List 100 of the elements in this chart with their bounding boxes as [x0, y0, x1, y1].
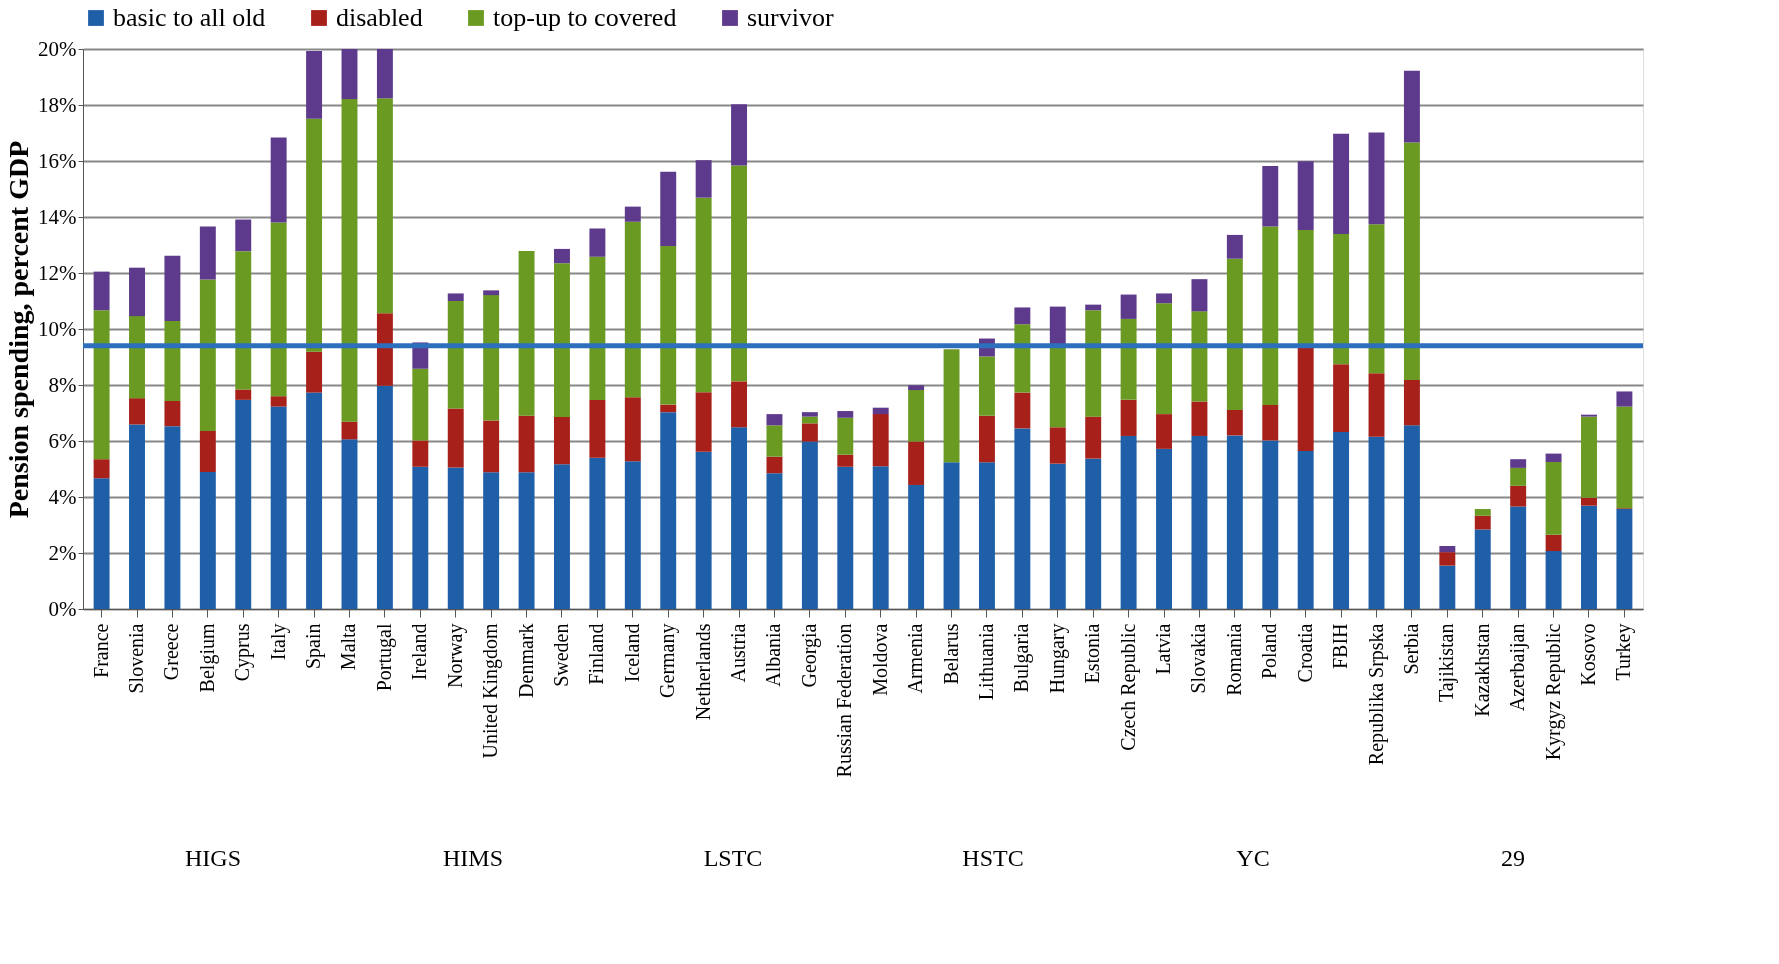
- bar: [93, 478, 110, 609]
- bar: [978, 415, 995, 463]
- bar: [235, 251, 252, 390]
- bar: [624, 206, 641, 222]
- bar: [837, 466, 854, 609]
- bar: [235, 219, 252, 252]
- bar: [376, 98, 393, 314]
- bar: [341, 439, 358, 609]
- bar: [1403, 425, 1420, 609]
- bar: [801, 412, 818, 417]
- bar: [1226, 435, 1243, 609]
- bar: [1120, 294, 1137, 319]
- bar: [483, 420, 500, 473]
- bar: [1439, 546, 1456, 553]
- bar: [1262, 166, 1279, 227]
- bar: [1262, 226, 1279, 405]
- bar: [412, 466, 429, 609]
- x-tick-label: Spain: [302, 623, 326, 670]
- bar: [376, 49, 393, 99]
- x-tick-label: Lithuania: [974, 623, 997, 701]
- bar: [908, 484, 925, 609]
- bar: [199, 279, 216, 431]
- x-tick-label: Sweden: [549, 623, 572, 687]
- bar: [1156, 303, 1172, 415]
- bar: [270, 222, 287, 397]
- x-tick-label: Tajikistan: [1435, 623, 1459, 703]
- x-tick-label: Azerbaijan: [1506, 623, 1530, 712]
- bar: [1085, 304, 1102, 311]
- x-tick-label: Poland: [1258, 623, 1281, 680]
- x-tick-label: Czech Republic: [1116, 623, 1140, 751]
- bar: [518, 250, 535, 416]
- bar: [837, 417, 854, 455]
- bar: [1616, 406, 1633, 509]
- bar: [837, 411, 854, 418]
- bar: [1226, 258, 1243, 410]
- bar: [1545, 534, 1562, 552]
- x-tick-label: Kazakhstan: [1470, 623, 1493, 717]
- bar: [908, 385, 925, 391]
- bar: [518, 472, 535, 609]
- x-tick-label: Belgium: [195, 623, 219, 693]
- bar: [447, 408, 464, 468]
- bar: [164, 426, 181, 609]
- bar: [164, 400, 181, 427]
- bar: [1333, 133, 1350, 235]
- bar: [1049, 346, 1066, 428]
- y-tick-label: 18%: [38, 92, 77, 117]
- bar: [1510, 467, 1527, 486]
- y-tick-label: 6%: [48, 428, 77, 453]
- bar: [235, 399, 252, 609]
- bar: [589, 457, 606, 609]
- bar: [1545, 462, 1562, 535]
- x-tick-label: United Kingdom: [479, 623, 503, 759]
- text: LSTC: [703, 845, 763, 871]
- bar: [376, 385, 393, 609]
- y-tick-label: 20%: [38, 36, 77, 61]
- bar: [93, 459, 110, 479]
- x-tick-label: Turkey: [1612, 623, 1636, 681]
- bar: [412, 440, 429, 467]
- bar: [341, 49, 358, 100]
- bar: [872, 407, 889, 415]
- bar: [1156, 448, 1172, 609]
- bar: [129, 424, 145, 609]
- bar: [1545, 453, 1562, 462]
- text: HIMS: [442, 845, 504, 871]
- bar: [589, 400, 606, 458]
- x-tick-label: Russian Federation: [833, 623, 856, 778]
- bar: [801, 423, 818, 442]
- bar: [660, 404, 677, 413]
- bar: [306, 118, 323, 352]
- bar: [1581, 416, 1597, 498]
- bar: [589, 228, 606, 257]
- bar: [695, 197, 712, 393]
- bar: [129, 267, 145, 317]
- bar: [1049, 427, 1066, 464]
- bar: [660, 412, 677, 609]
- bar: [1439, 565, 1456, 609]
- bar: [1191, 435, 1208, 609]
- y-tick-label: 2%: [48, 540, 77, 565]
- bar: [589, 256, 606, 401]
- bar: [1333, 432, 1350, 609]
- bar: [1581, 505, 1597, 609]
- y-tick-label: 0%: [48, 596, 77, 621]
- bar: [837, 454, 854, 467]
- bar: [1474, 515, 1491, 530]
- bar: [235, 389, 252, 400]
- bar: [1226, 409, 1243, 436]
- bar: [1474, 529, 1491, 609]
- bar: [1014, 307, 1031, 325]
- bar: [978, 356, 995, 416]
- y-tick-label: 10%: [38, 316, 77, 341]
- x-tick-label: Hungary: [1045, 623, 1069, 694]
- x-tick-label: Bulgaria: [1010, 623, 1034, 693]
- bar: [731, 165, 748, 382]
- bar: [1474, 509, 1491, 516]
- bar: [1368, 373, 1385, 437]
- bar: [199, 472, 216, 609]
- bar: [483, 472, 500, 609]
- x-tick-label: Austria: [727, 623, 750, 683]
- bar: [624, 221, 641, 398]
- bar: [447, 301, 464, 409]
